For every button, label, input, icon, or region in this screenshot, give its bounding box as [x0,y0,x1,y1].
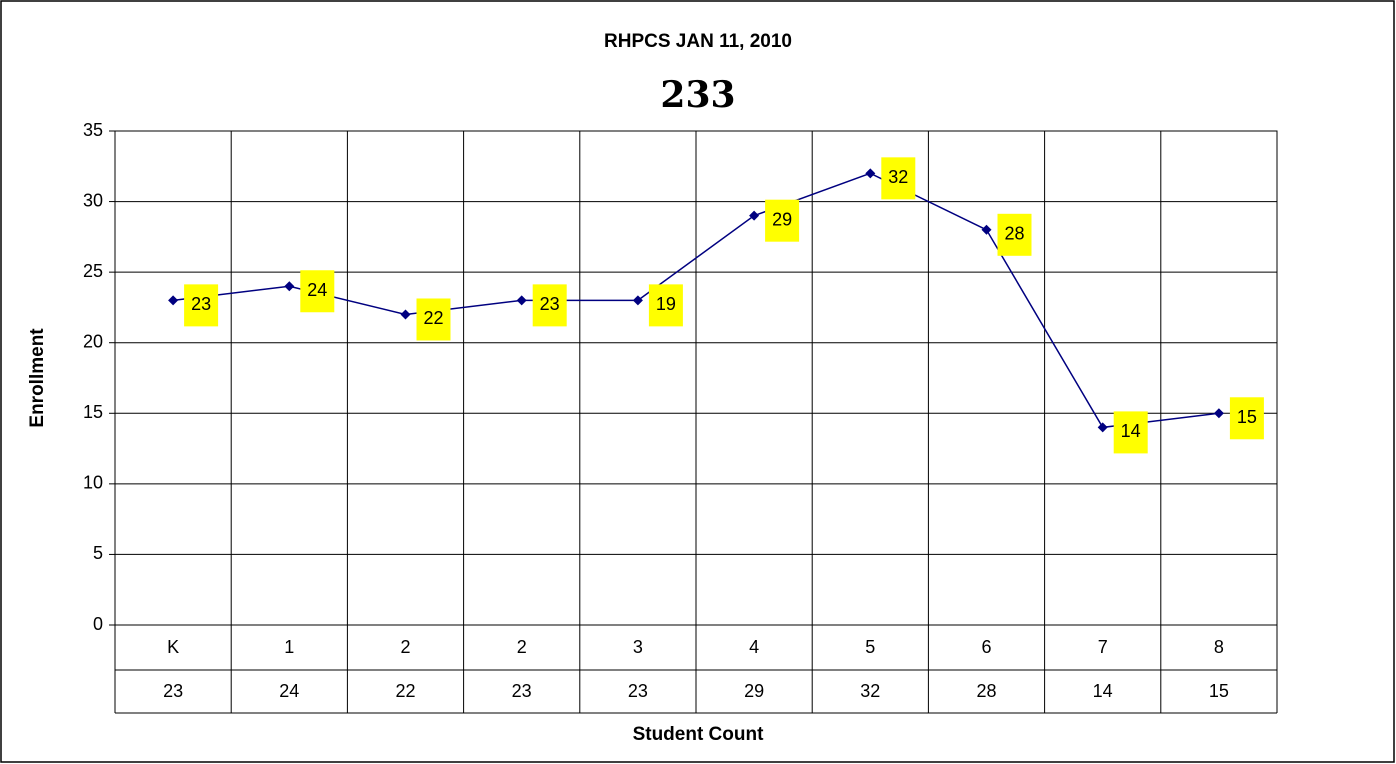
line-series [173,172,1219,429]
y-tick-label: 35 [83,120,103,140]
table-value: 24 [279,681,299,701]
data-label: 23 [191,294,211,314]
x-tick-label: 3 [633,637,643,657]
x-tick-label: 6 [981,637,991,657]
data-label: 15 [1237,407,1257,427]
data-label-box [1229,397,1264,440]
data-label-box [184,284,219,327]
data-label-box [648,284,683,327]
data-label: 29 [772,209,792,229]
x-tick-label: 5 [865,637,875,657]
chart-subtitle: 233 [660,74,735,116]
y-tick-label: 25 [83,261,103,281]
data-label: 32 [888,167,908,187]
point-marker [1097,422,1108,433]
data-label: 19 [656,294,676,314]
point-marker [284,281,295,292]
table-value: 28 [976,681,996,701]
y-tick-label: 30 [83,190,103,210]
point-marker [749,210,760,221]
x-tick-label: 8 [1214,637,1224,657]
data-label-box [1113,411,1148,454]
y-tick-label: 5 [93,543,103,563]
data-label: 23 [540,294,560,314]
data-label-box [765,199,800,242]
table-value: 29 [744,681,764,701]
table-value: 32 [860,681,880,701]
data-label-box [416,298,451,341]
data-label: 24 [307,280,327,300]
x-tick-label: 7 [1098,637,1108,657]
data-label: 14 [1121,421,1141,441]
table-value: 14 [1093,681,1113,701]
data-label: 28 [1004,224,1024,244]
data-label-box [300,270,335,313]
y-tick-label: 10 [83,473,103,493]
data-label-box [532,284,567,327]
point-marker [168,295,179,306]
x-tick-label: 2 [400,637,410,657]
data-label: 22 [423,308,443,328]
point-marker [1213,408,1224,419]
point-marker [632,295,643,306]
y-tick-label: 15 [83,402,103,422]
chart-title: RHPCS JAN 11, 2010 [604,31,792,52]
x-tick-label: K [167,637,179,657]
x-tick-label: 2 [517,637,527,657]
table-value: 23 [163,681,183,701]
table-value: 22 [395,681,415,701]
point-marker [981,224,992,235]
table-value: 23 [512,681,532,701]
table-value: 15 [1209,681,1229,701]
x-axis-label: Student Count [633,724,765,745]
y-tick-label: 20 [83,331,103,351]
y-axis-label: Enrollment [27,328,48,428]
y-tick-label: 0 [93,614,103,634]
table-value: 23 [628,681,648,701]
x-tick-label: 1 [284,637,294,657]
data-label-box [997,213,1032,256]
x-tick-label: 4 [749,637,759,657]
point-marker [516,295,527,306]
point-marker [865,168,876,179]
point-marker [400,309,411,320]
data-label-box [881,157,916,200]
